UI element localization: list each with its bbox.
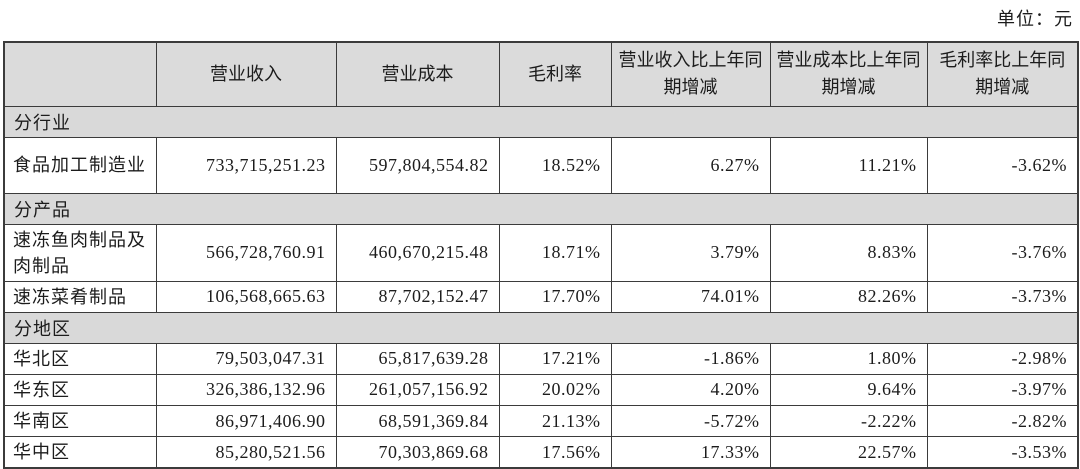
cell-revenue: 733,715,251.23	[155, 136, 337, 194]
cell-revenue-yoy: 17.33%	[610, 436, 771, 469]
cell-revenue: 86,971,406.90	[155, 404, 337, 438]
cell-margin-yoy: -3.73%	[926, 280, 1079, 313]
unit-label: 单位：元	[997, 9, 1073, 29]
col-header-margin-yoy: 毛利率比上年同期增减	[926, 41, 1079, 107]
cell-gross-margin: 18.52%	[498, 136, 612, 194]
cell-revenue: 85,280,521.56	[155, 436, 337, 469]
cell-revenue: 106,568,665.63	[155, 280, 337, 313]
cell-gross-margin: 17.21%	[498, 342, 612, 375]
cell-cost: 460,670,215.48	[335, 223, 500, 282]
cell-margin-yoy: -3.53%	[926, 436, 1079, 469]
cell-revenue-yoy: 3.79%	[610, 223, 771, 282]
cell-cost: 68,591,369.84	[335, 404, 500, 438]
cell-gross-margin: 17.56%	[498, 436, 612, 469]
cell-cost: 70,303,869.68	[335, 436, 500, 469]
cell-revenue-yoy: 4.20%	[610, 373, 771, 406]
row-label: 食品加工制造业	[3, 136, 157, 194]
cell-cost-yoy: -2.22%	[769, 404, 928, 438]
table-row: 速冻鱼肉制品及肉制品 566,728,760.91 460,670,215.48…	[3, 223, 1079, 282]
row-label: 速冻鱼肉制品及肉制品	[3, 223, 157, 282]
table-row: 华南区 86,971,406.90 68,591,369.84 21.13% -…	[3, 404, 1079, 438]
cell-gross-margin: 18.71%	[498, 223, 612, 282]
cell-cost-yoy: 9.64%	[769, 373, 928, 406]
table-row: 华东区 326,386,132.96 261,057,156.92 20.02%…	[3, 373, 1079, 406]
row-label: 华北区	[3, 342, 157, 375]
row-label: 速冻菜肴制品	[3, 280, 157, 313]
section-band-product: 分产品	[3, 192, 1079, 225]
cell-revenue-yoy: 6.27%	[610, 136, 771, 194]
table-header-row: 营业收入 营业成本 毛利率 营业收入比上年同期增减 营业成本比上年同期增减 毛利…	[3, 41, 1079, 107]
cell-revenue: 79,503,047.31	[155, 342, 337, 375]
cell-cost-yoy: 8.83%	[769, 223, 928, 282]
cell-cost: 261,057,156.92	[335, 373, 500, 406]
cell-revenue-yoy: 74.01%	[610, 280, 771, 313]
section-band-label: 分地区	[3, 311, 1079, 344]
cell-cost: 65,817,639.28	[335, 342, 500, 375]
row-label: 华东区	[3, 373, 157, 406]
cell-cost: 597,804,554.82	[335, 136, 500, 194]
col-header-cost: 营业成本	[335, 41, 500, 107]
cell-revenue: 566,728,760.91	[155, 223, 337, 282]
cell-cost: 87,702,152.47	[335, 280, 500, 313]
col-header-gross-margin: 毛利率	[498, 41, 612, 107]
cell-margin-yoy: -3.76%	[926, 223, 1079, 282]
cell-margin-yoy: -2.98%	[926, 342, 1079, 375]
col-header-cost-yoy: 营业成本比上年同期增减	[769, 41, 928, 107]
cell-margin-yoy: -2.82%	[926, 404, 1079, 438]
table-row: 华中区 85,280,521.56 70,303,869.68 17.56% 1…	[3, 436, 1079, 469]
cell-gross-margin: 21.13%	[498, 404, 612, 438]
col-header-blank	[3, 41, 157, 107]
cell-revenue: 326,386,132.96	[155, 373, 337, 406]
cell-cost-yoy: 82.26%	[769, 280, 928, 313]
cell-margin-yoy: -3.97%	[926, 373, 1079, 406]
table-row: 华北区 79,503,047.31 65,817,639.28 17.21% -…	[3, 342, 1079, 375]
table-row: 食品加工制造业 733,715,251.23 597,804,554.82 18…	[3, 136, 1079, 194]
cell-gross-margin: 17.70%	[498, 280, 612, 313]
section-band-region: 分地区	[3, 311, 1079, 344]
cell-cost-yoy: 1.80%	[769, 342, 928, 375]
table-row: 速冻菜肴制品 106,568,665.63 87,702,152.47 17.7…	[3, 280, 1079, 313]
row-label: 华中区	[3, 436, 157, 469]
financial-segment-table: 营业收入 营业成本 毛利率 营业收入比上年同期增减 营业成本比上年同期增减 毛利…	[3, 41, 1079, 469]
col-header-revenue: 营业收入	[155, 41, 337, 107]
section-band-label: 分产品	[3, 192, 1079, 225]
cell-revenue-yoy: -5.72%	[610, 404, 771, 438]
col-header-revenue-yoy: 营业收入比上年同期增减	[610, 41, 771, 107]
cell-cost-yoy: 11.21%	[769, 136, 928, 194]
row-label: 华南区	[3, 404, 157, 438]
cell-revenue-yoy: -1.86%	[610, 342, 771, 375]
cell-gross-margin: 20.02%	[498, 373, 612, 406]
cell-cost-yoy: 22.57%	[769, 436, 928, 469]
section-band-industry: 分行业	[3, 105, 1079, 138]
section-band-label: 分行业	[3, 105, 1079, 138]
cell-margin-yoy: -3.62%	[926, 136, 1079, 194]
